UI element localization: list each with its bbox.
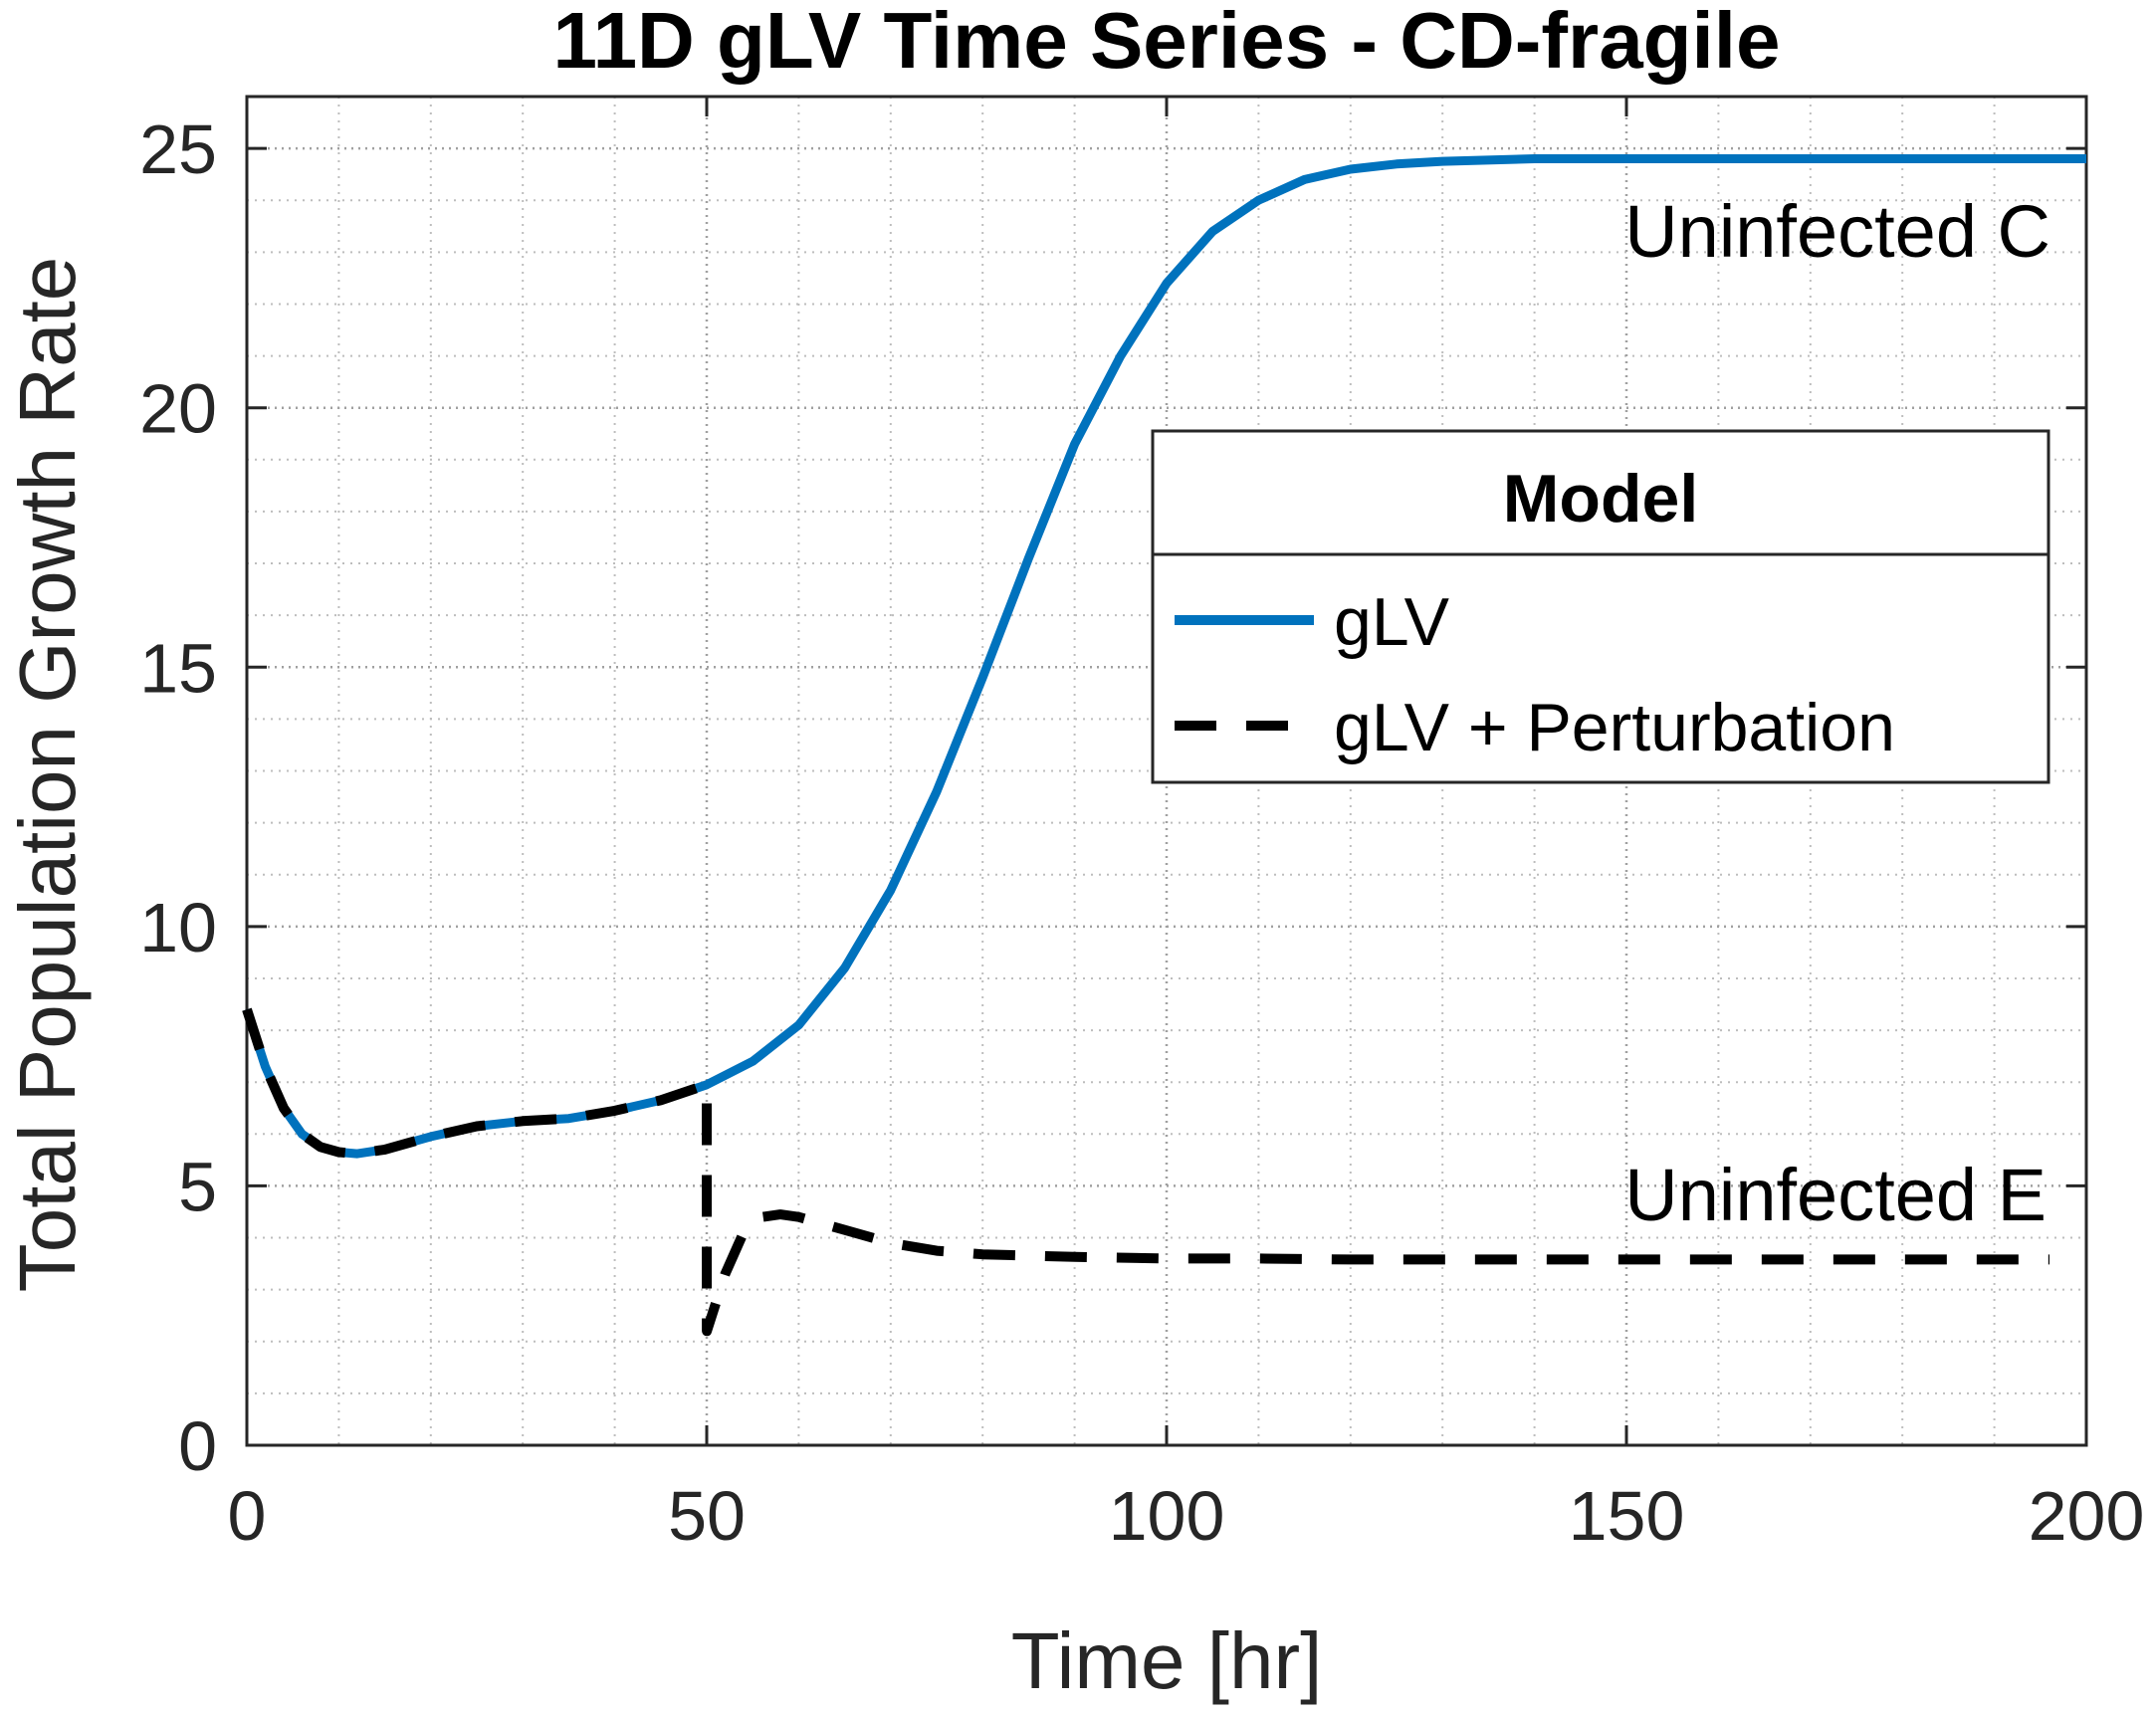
minor-grid [247, 97, 2086, 1445]
annotation-uninfected-e: Uninfected E [1624, 1154, 2047, 1236]
legend-title: Model [1503, 461, 1698, 536]
y-axis-label: Total Population Growth Rate [3, 257, 92, 1293]
y-tick-label: 5 [178, 1148, 217, 1225]
x-tick-label: 50 [668, 1477, 746, 1555]
series-line-glv-perturbation [242, 1007, 2049, 1337]
legend-label-glv-perturbation: gLV + Perturbation [1334, 690, 1895, 765]
legend-label-glv: gLV [1334, 584, 1450, 660]
tick-labels: 0 50 100 150 200 0 5 10 15 20 25 [139, 110, 2144, 1555]
y-tick-label: 0 [178, 1407, 217, 1485]
x-tick-label: 150 [1569, 1477, 1685, 1555]
y-tick-label: 25 [139, 110, 217, 188]
x-tick-label: 200 [2029, 1477, 2145, 1555]
y-tick-label: 20 [139, 370, 217, 448]
y-tick-label: 10 [139, 889, 217, 966]
legend: Model gLV gLV + Perturbation [1151, 429, 2050, 784]
x-tick-label: 0 [228, 1477, 267, 1555]
series-line-glv [242, 154, 2086, 1159]
chart-title: 11D gLV Time Series - CD-fragile [552, 0, 1780, 85]
annotation-uninfected-c: Uninfected C [1624, 190, 2050, 273]
legend-box [1151, 429, 2050, 784]
x-axis-label: Time [hr] [1011, 1616, 1323, 1705]
series-layer [242, 154, 2086, 1337]
axis-ticks [245, 97, 2088, 1447]
y-tick-label: 15 [139, 629, 217, 707]
x-tick-label: 100 [1109, 1477, 1225, 1555]
